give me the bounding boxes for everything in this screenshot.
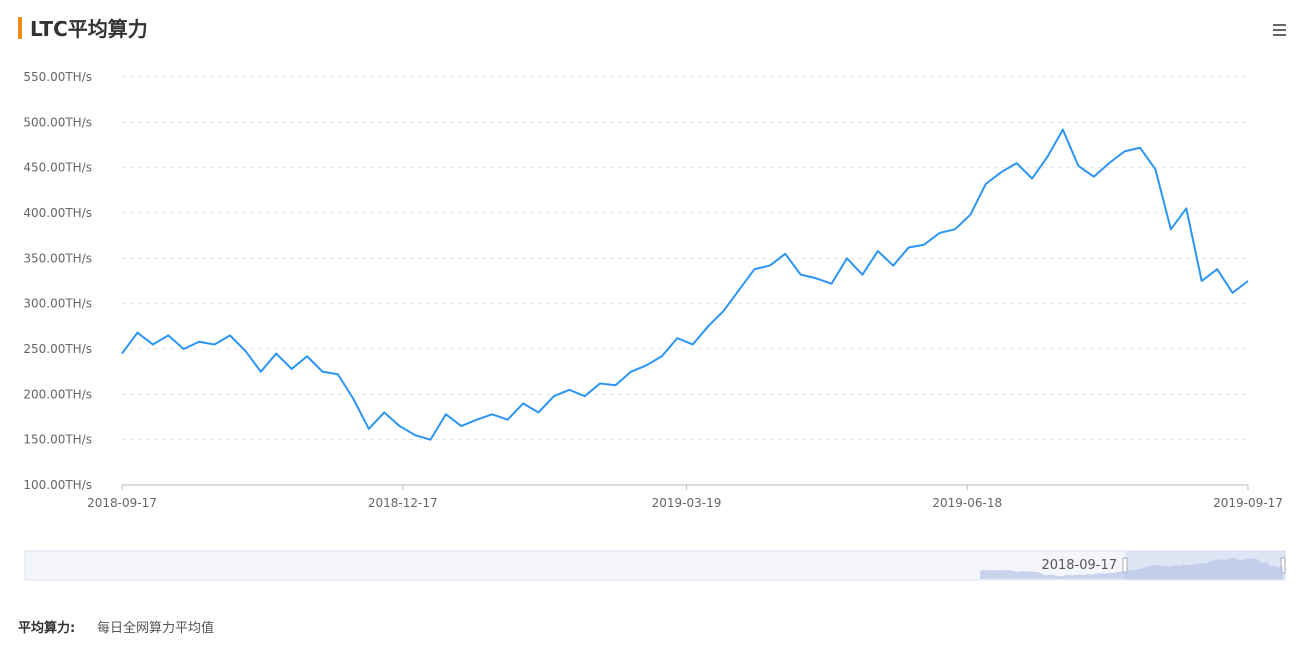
menu-icon[interactable] (1273, 24, 1286, 36)
x-tick-label: 2018-12-17 (368, 496, 438, 510)
note-text: 每日全网算力平均值 (97, 620, 214, 636)
zoom-handle[interactable] (1122, 557, 1128, 574)
y-tick-label: 500.00TH/s (23, 115, 92, 129)
zoom-preview (980, 557, 1283, 579)
x-tick-label: 2019-06-18 (932, 496, 1002, 510)
y-tick-label: 400.00TH/s (23, 206, 92, 220)
y-tick-label: 250.00TH/s (23, 342, 92, 356)
chart-title: LTC平均算力 (30, 17, 148, 41)
note-label: 平均算力: (18, 620, 75, 636)
y-tick-label: 350.00TH/s (23, 251, 92, 265)
y-tick-label: 300.00TH/s (23, 297, 92, 311)
y-tick-label: 150.00TH/s (23, 433, 92, 447)
zoom-label: 2018-09-17 (1041, 558, 1117, 573)
line-series (121, 128, 1249, 441)
x-tick-label: 2018-09-17 (87, 496, 157, 510)
title-accent (18, 17, 22, 39)
y-tick-label: 100.00TH/s (23, 478, 92, 492)
x-tick-label: 2019-03-19 (652, 496, 722, 510)
y-tick-label: 200.00TH/s (23, 387, 92, 401)
x-tick-label: 2019-09-17 (1213, 496, 1283, 510)
y-tick-label: 450.00TH/s (23, 161, 92, 175)
y-tick-label: 550.00TH/s (23, 70, 92, 84)
